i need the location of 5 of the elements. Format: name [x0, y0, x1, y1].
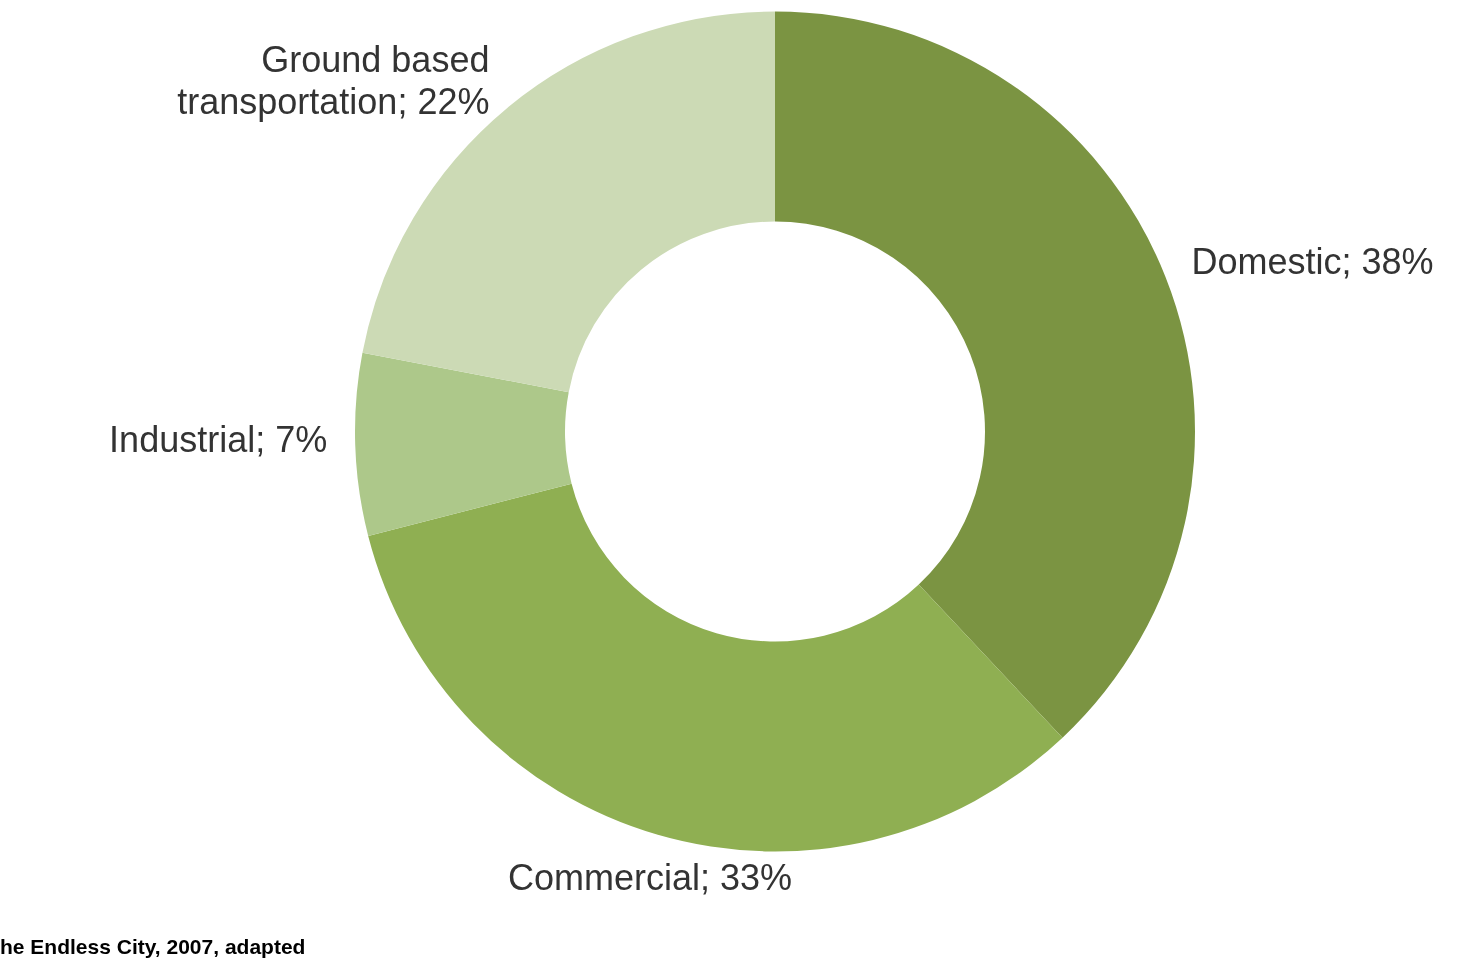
text: he Endless City, 2007, adapted	[0, 935, 306, 959]
slice-label: Ground based transportation; 22%	[177, 39, 490, 123]
slice-label: Industrial; 7%	[109, 419, 328, 461]
slice-label: Domestic; 38%	[1191, 240, 1434, 282]
slice-label: Commercial; 33%	[507, 856, 793, 898]
